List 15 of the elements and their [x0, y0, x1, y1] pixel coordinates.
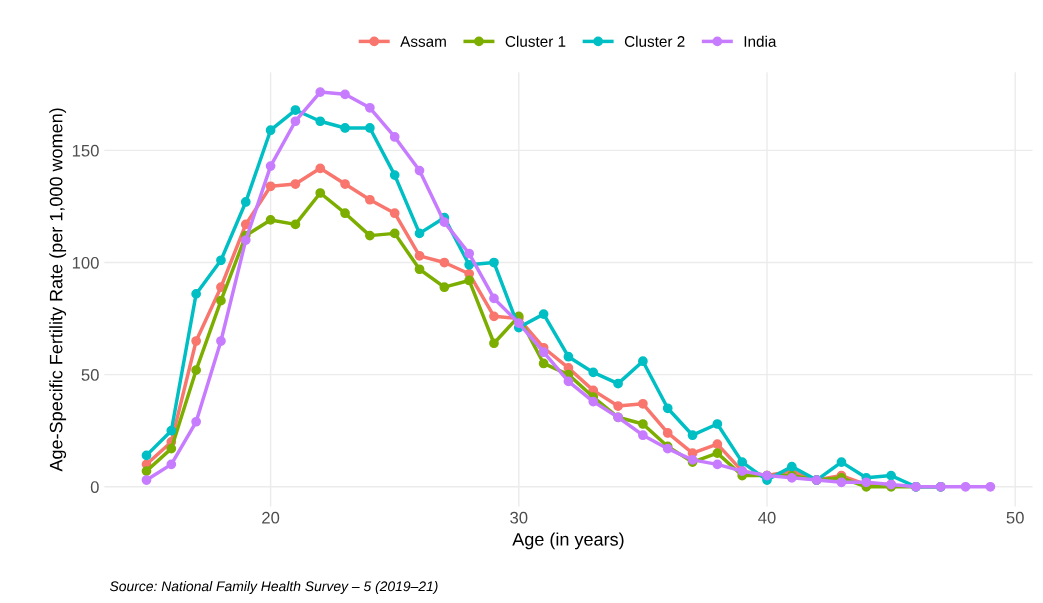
- x-tick-label: 30: [510, 511, 528, 524]
- legend-label: Assam: [400, 36, 446, 47]
- x-tick-label: 20: [262, 511, 280, 524]
- y-tick-label: 100: [72, 256, 99, 269]
- y-axis-title: Age-Specific Fertility Rate (per 1,000 women): [49, 108, 67, 472]
- x-tick-label: 50: [1006, 511, 1024, 524]
- y-tick-label: 150: [72, 144, 99, 157]
- x-tick-label: 40: [758, 511, 776, 524]
- legend-label: India: [744, 35, 777, 47]
- source-note: Source: National Family Health Survey – 5 (2019–21): [109, 581, 438, 594]
- y-tick-label: 0: [90, 481, 99, 493]
- legend-label: Cluster 2: [624, 35, 685, 47]
- y-tick-label: 50: [81, 369, 99, 381]
- legend-label: Cluster 1: [505, 35, 566, 47]
- x-axis-title: Age (in years): [512, 532, 624, 550]
